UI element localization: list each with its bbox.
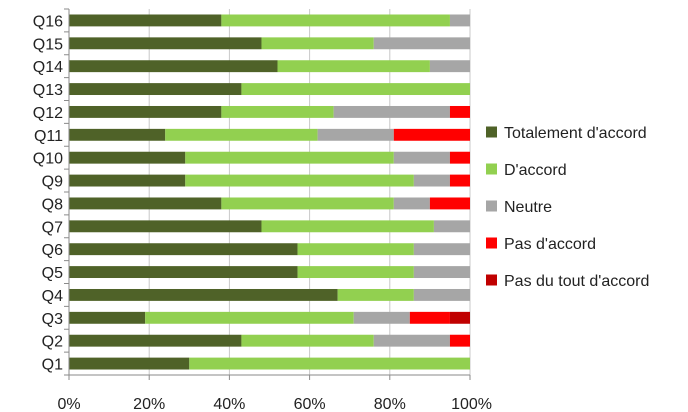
bar-q13-d-accord — [241, 83, 470, 96]
bar-q16-d-accord — [221, 14, 450, 27]
legend-item-totalement-d-accord: Totalement d'accord — [486, 125, 647, 142]
bar-q7-neutre — [433, 220, 470, 233]
legend-item-d-accord: D'accord — [486, 162, 567, 179]
legend-label: Pas du tout d'accord — [504, 273, 649, 290]
bar-q10-d-accord — [185, 151, 394, 164]
category-label-q3: Q3 — [42, 311, 63, 328]
bar-q3-pas-du-tout-d-accord — [449, 311, 470, 324]
category-label-q5: Q5 — [42, 265, 63, 282]
category-label-q9: Q9 — [42, 174, 63, 191]
category-label-q12: Q12 — [33, 105, 63, 122]
bar-q12-d-accord — [221, 105, 334, 118]
legend-swatch — [486, 274, 497, 286]
bar-q9-totalement-d-accord — [69, 174, 186, 187]
x-tick-labels: 0% 20% 40% 60% 80% 100% — [57, 396, 492, 412]
bar-q15-totalement-d-accord — [69, 37, 262, 50]
legend-label: Totalement d'accord — [504, 125, 647, 142]
bar-q5-totalement-d-accord — [69, 266, 298, 279]
bar-q3-neutre — [353, 311, 410, 324]
legend-label: Neutre — [504, 199, 552, 216]
bar-q5-neutre — [413, 266, 470, 279]
bar-q1-d-accord — [189, 357, 471, 370]
category-label-q2: Q2 — [42, 334, 63, 351]
category-label-q8: Q8 — [42, 196, 63, 213]
category-label-q11: Q11 — [34, 128, 63, 145]
bar-q9-d-accord — [185, 174, 414, 187]
bar-q1-totalement-d-accord — [69, 357, 190, 370]
bar-q3-d-accord — [145, 311, 354, 324]
bar-q13-totalement-d-accord — [69, 83, 242, 96]
legend-label: D'accord — [504, 162, 567, 179]
bar-q9-pas-d-accord — [449, 174, 470, 187]
category-label-q15: Q15 — [33, 36, 63, 53]
x-tick-label-60: 60% — [294, 396, 326, 412]
bar-q11-totalement-d-accord — [69, 128, 166, 141]
legend-swatch — [486, 163, 497, 175]
bar-q11-neutre — [317, 128, 394, 141]
bar-q6-d-accord — [297, 243, 414, 256]
legend-swatch — [486, 200, 497, 212]
legend-swatch — [486, 126, 497, 138]
bar-q10-pas-d-accord — [449, 151, 470, 164]
bar-q10-totalement-d-accord — [69, 151, 186, 164]
bar-q5-d-accord — [297, 266, 414, 279]
bar-q8-neutre — [393, 197, 430, 210]
bar-q4-neutre — [413, 288, 470, 301]
axes — [64, 8, 471, 380]
x-tick-label-100: 100% — [451, 396, 492, 412]
bar-q15-neutre — [373, 37, 470, 50]
bar-q12-totalement-d-accord — [69, 105, 222, 118]
bar-q2-d-accord — [241, 334, 374, 347]
bar-q7-totalement-d-accord — [69, 220, 262, 233]
category-label-q16: Q16 — [33, 13, 63, 30]
legend-label: Pas d'accord — [504, 236, 596, 253]
legend-item-pas-d-accord: Pas d'accord — [486, 236, 596, 253]
legend-swatch — [486, 237, 497, 249]
category-label-q7: Q7 — [42, 219, 63, 236]
bar-q4-d-accord — [337, 288, 414, 301]
bar-q4-totalement-d-accord — [69, 288, 338, 301]
bars — [69, 14, 471, 370]
category-label-q6: Q6 — [42, 242, 63, 259]
category-label-q14: Q14 — [33, 59, 63, 76]
legend: Totalement d'accord D'accord Neutre Pas d'a… — [486, 125, 649, 290]
bar-q11-pas-d-accord — [393, 128, 470, 141]
bar-q7-d-accord — [261, 220, 434, 233]
category-labels: Q16 Q15 Q14 Q13 Q12 Q11 Q10 Q9 Q8 Q7 Q6 Q5 Q4 Q3 Q2 Q1 — [33, 13, 63, 373]
bar-q2-totalement-d-accord — [69, 334, 242, 347]
bar-q3-pas-d-accord — [409, 311, 450, 324]
bar-q8-pas-d-accord — [429, 197, 470, 210]
bar-q6-totalement-d-accord — [69, 243, 298, 256]
bar-q9-neutre — [413, 174, 450, 187]
bar-q12-neutre — [333, 105, 450, 118]
category-label-q4: Q4 — [42, 288, 63, 305]
bar-q15-d-accord — [261, 37, 374, 50]
bar-q11-d-accord — [165, 128, 318, 141]
bar-q8-totalement-d-accord — [69, 197, 222, 210]
x-tick-label-80: 80% — [374, 396, 406, 412]
bar-q2-neutre — [373, 334, 450, 347]
bar-q16-neutre — [449, 14, 470, 27]
bar-q14-neutre — [429, 60, 470, 73]
bar-q6-neutre — [413, 243, 470, 256]
category-label-q1: Q1 — [42, 357, 63, 374]
bar-q12-pas-d-accord — [449, 105, 470, 118]
bar-q2-pas-d-accord — [449, 334, 470, 347]
bar-q10-neutre — [393, 151, 450, 164]
category-label-q10: Q10 — [33, 151, 63, 168]
x-tick-label-20: 20% — [133, 396, 165, 412]
bar-q14-totalement-d-accord — [69, 60, 278, 73]
x-tick-label-40: 40% — [213, 396, 245, 412]
bar-q3-totalement-d-accord — [69, 311, 146, 324]
legend-item-pas-du-tout-d-accord: Pas du tout d'accord — [486, 273, 649, 290]
legend-item-neutre: Neutre — [486, 199, 552, 216]
bar-q14-d-accord — [277, 60, 430, 73]
x-tick-label-0: 0% — [57, 396, 80, 412]
bar-q16-totalement-d-accord — [69, 14, 222, 27]
bar-q8-d-accord — [221, 197, 394, 210]
category-label-q13: Q13 — [33, 82, 63, 99]
